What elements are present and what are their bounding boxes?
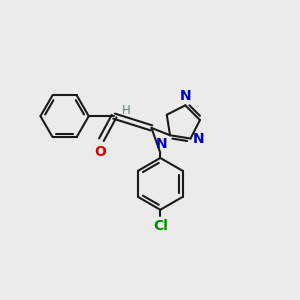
Text: N: N [193, 131, 205, 146]
Text: N: N [179, 89, 191, 103]
Text: O: O [94, 145, 106, 159]
Text: H: H [122, 104, 130, 117]
Text: Cl: Cl [153, 219, 168, 232]
Text: N: N [156, 137, 168, 151]
